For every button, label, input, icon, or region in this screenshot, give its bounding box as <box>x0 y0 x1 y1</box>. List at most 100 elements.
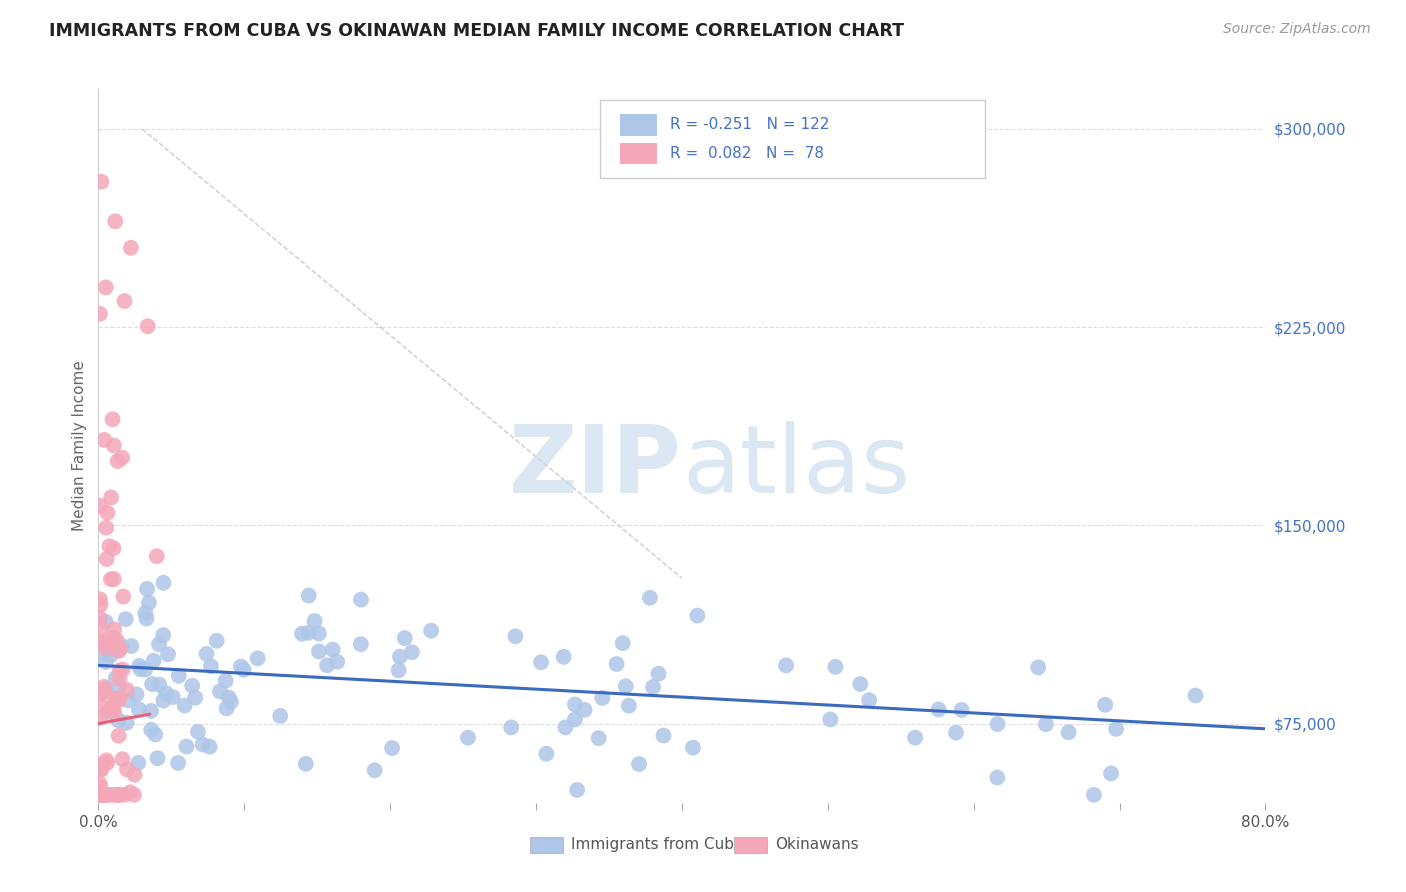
Point <box>93 680 115 694</box>
Point <box>1035 717 1057 731</box>
Y-axis label: Median Family Income: Median Family Income <box>72 360 87 532</box>
Point <box>564 698 586 712</box>
Point <box>1026 660 1049 674</box>
Point <box>104 788 127 802</box>
Point <box>136 582 159 596</box>
Point <box>1057 725 1080 739</box>
Point <box>457 731 479 745</box>
Point <box>96 641 118 656</box>
Point <box>316 658 339 673</box>
Point <box>94 681 117 696</box>
Point <box>394 631 416 645</box>
Point <box>103 706 125 720</box>
Point <box>91 788 114 802</box>
Point <box>208 684 231 698</box>
Point <box>591 690 613 705</box>
Point <box>97 632 120 647</box>
Point <box>530 655 553 669</box>
Point <box>96 706 118 720</box>
Point <box>775 658 797 673</box>
Point <box>173 698 195 713</box>
Point <box>89 592 111 607</box>
Point <box>108 788 131 802</box>
Point <box>94 280 117 294</box>
Point <box>617 698 640 713</box>
Point <box>115 763 138 777</box>
Point <box>89 780 111 795</box>
Point <box>388 663 411 677</box>
Point <box>1083 788 1105 802</box>
Point <box>134 606 156 620</box>
FancyBboxPatch shape <box>620 114 658 136</box>
Point <box>107 788 129 802</box>
Point <box>120 785 142 799</box>
Point <box>155 686 177 700</box>
Point <box>1105 722 1128 736</box>
Point <box>350 592 373 607</box>
Point <box>100 648 122 662</box>
Point <box>89 788 111 802</box>
Point <box>94 638 117 652</box>
Point <box>108 672 131 686</box>
Point <box>94 655 117 669</box>
Point <box>89 621 111 635</box>
Point <box>107 454 129 468</box>
Point <box>134 663 156 677</box>
Point <box>184 690 207 705</box>
Text: R =  0.082   N =  78: R = 0.082 N = 78 <box>671 146 824 161</box>
Point <box>103 623 125 637</box>
Point <box>103 572 125 586</box>
Point <box>363 763 385 777</box>
Point <box>152 628 174 642</box>
Point <box>120 241 142 255</box>
Point <box>1094 698 1116 712</box>
Point <box>112 590 135 604</box>
Point <box>89 788 111 802</box>
Point <box>152 575 174 590</box>
Point <box>129 662 152 676</box>
Point <box>950 703 973 717</box>
Point <box>246 651 269 665</box>
Point <box>641 680 664 694</box>
Point <box>322 642 344 657</box>
Point <box>105 691 128 706</box>
Point <box>96 753 118 767</box>
Point <box>986 771 1008 785</box>
Point <box>104 671 127 685</box>
Point <box>103 438 125 452</box>
Point <box>114 294 136 309</box>
Point <box>93 433 115 447</box>
Point <box>294 756 316 771</box>
Point <box>269 709 291 723</box>
Point <box>291 626 314 640</box>
Point <box>682 740 704 755</box>
Point <box>554 720 576 734</box>
Point <box>146 751 169 765</box>
Point <box>501 720 523 734</box>
Point <box>101 412 124 426</box>
Point <box>90 762 112 776</box>
Point <box>111 663 134 677</box>
Point <box>401 645 423 659</box>
Point <box>101 631 124 645</box>
Point <box>100 491 122 505</box>
Point <box>128 659 150 673</box>
Point <box>686 608 709 623</box>
FancyBboxPatch shape <box>734 837 768 853</box>
Point <box>103 541 125 556</box>
Point <box>904 731 927 745</box>
Point <box>138 596 160 610</box>
Point <box>536 747 558 761</box>
Point <box>112 788 135 802</box>
Point <box>820 713 842 727</box>
Point <box>420 624 443 638</box>
Point <box>304 614 326 628</box>
Point <box>115 682 138 697</box>
Point <box>127 756 149 770</box>
Text: Source: ZipAtlas.com: Source: ZipAtlas.com <box>1223 22 1371 37</box>
Point <box>94 788 117 802</box>
Point <box>89 711 111 725</box>
Point <box>93 788 115 802</box>
Point <box>156 648 179 662</box>
Point <box>181 679 204 693</box>
